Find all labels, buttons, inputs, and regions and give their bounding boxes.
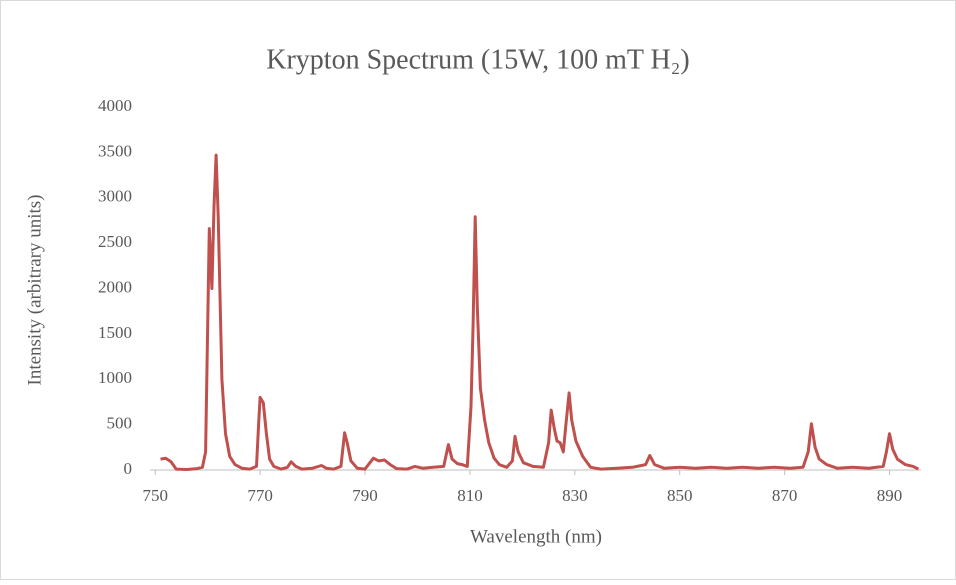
- y-tick-label: 4000: [98, 96, 132, 115]
- x-tick-label: 850: [667, 486, 693, 505]
- y-tick-label: 0: [124, 459, 133, 478]
- x-tick-label: 830: [562, 486, 588, 505]
- y-tick-label: 2500: [98, 232, 132, 251]
- x-tick-label: 750: [142, 486, 168, 505]
- y-tick-label: 3500: [98, 141, 132, 160]
- y-tick-label: 500: [107, 414, 133, 433]
- x-tick-label: 890: [877, 486, 903, 505]
- x-tick-label: 790: [352, 486, 378, 505]
- y-tick-label: 3000: [98, 187, 132, 206]
- y-tick-label: 1500: [98, 323, 132, 342]
- x-tick-label: 810: [457, 486, 483, 505]
- y-axis-title: Intensity (arbitrary units): [24, 194, 45, 385]
- data-line: [160, 153, 920, 471]
- x-axis-title: Wavelength (nm): [470, 526, 602, 547]
- y-tick-label: 2000: [98, 277, 132, 296]
- x-tick-label: 870: [772, 486, 798, 505]
- chart-title: Krypton Spectrum (15W, 100 mT H₂): [266, 44, 690, 75]
- x-tick-label: 770: [247, 486, 273, 505]
- y-tick-label: 1000: [98, 368, 132, 387]
